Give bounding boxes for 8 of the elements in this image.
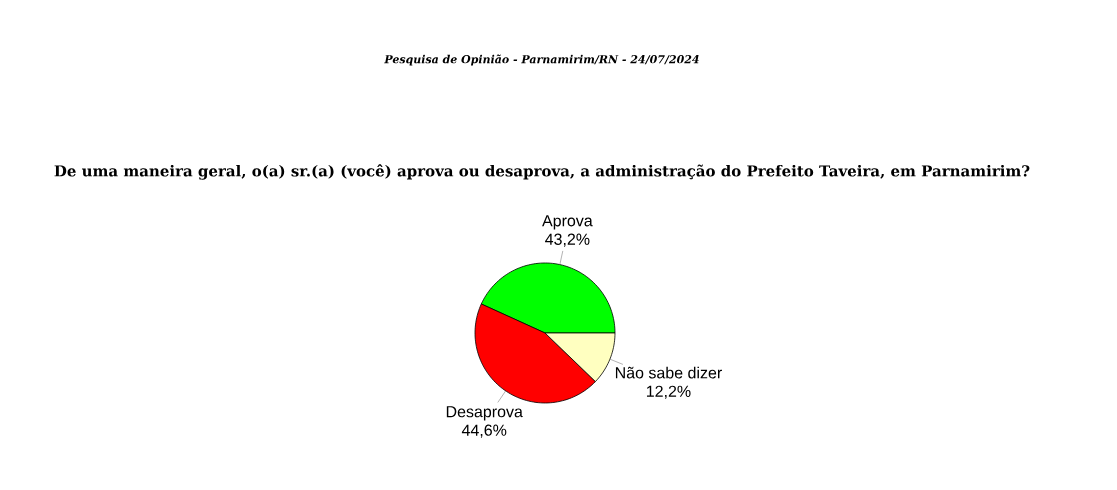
slice-label: Não sabe dizer xyxy=(615,366,722,379)
chart-title: Pesquisa de Opinião - Parnamirim/RN - 24/07/2024 xyxy=(384,54,699,66)
data-label: 43,2% xyxy=(545,233,590,247)
data-label: 12,2% xyxy=(646,385,691,399)
chart-subtitle: De uma maneira geral, o(a) sr.(a) (você) aprova ou desaprova, a administração do Prefeito Taveira, em Parnamirim? xyxy=(54,164,1030,180)
slice-label: Desaprova xyxy=(446,406,523,421)
data-label: 44,6% xyxy=(461,424,507,438)
slice-label: Aprova xyxy=(542,215,593,230)
